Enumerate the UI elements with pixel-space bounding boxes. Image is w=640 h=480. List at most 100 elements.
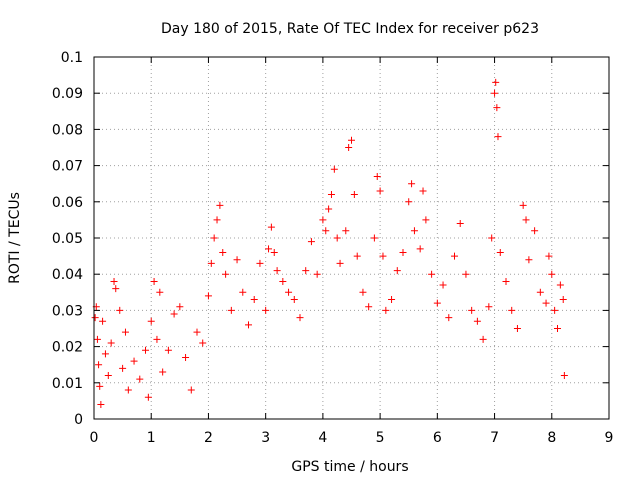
data-point: [348, 136, 355, 144]
x-tick-label: 7: [490, 430, 499, 446]
data-point: [519, 201, 527, 209]
data-point: [101, 350, 109, 358]
data-point: [419, 187, 427, 195]
data-point: [536, 288, 544, 296]
x-tick-label: 3: [261, 430, 270, 446]
data-point: [330, 165, 338, 173]
data-point: [121, 328, 129, 336]
data-point: [210, 234, 218, 242]
x-tick-label: 4: [318, 430, 327, 446]
y-tick-label: 0.03: [52, 303, 83, 319]
data-point: [119, 364, 127, 372]
data-point: [479, 335, 487, 343]
data-point: [112, 285, 120, 293]
data-point: [262, 306, 270, 314]
data-point: [388, 296, 396, 304]
axis-ticks: 0 1 2 3 4 5 6 7 8 9 0 0.01 0.02 0.03 0.04 0.05 0.06 0.07 0…: [52, 50, 614, 446]
x-tick-label: 5: [376, 430, 385, 446]
x-tick-label: 6: [433, 430, 442, 446]
data-point: [91, 314, 99, 322]
data-point: [382, 306, 390, 314]
data-point: [116, 306, 124, 314]
data-point: [473, 317, 481, 325]
y-tick-label: 0.1: [61, 50, 83, 66]
data-point: [542, 299, 550, 307]
data-point: [399, 248, 407, 256]
data-point: [144, 393, 152, 401]
data-point: [513, 325, 521, 332]
data-point: [433, 299, 441, 307]
y-tick-label: 0.08: [52, 122, 83, 138]
data-point: [488, 234, 496, 242]
data-point: [545, 252, 553, 260]
data-point: [93, 335, 101, 343]
data-point: [182, 353, 190, 361]
data-point: [365, 303, 373, 311]
data-point: [159, 368, 167, 376]
data-point: [164, 346, 172, 354]
data-point: [376, 187, 384, 195]
data-point: [270, 248, 278, 256]
x-axis-label: GPS time / hours: [291, 459, 408, 475]
data-point: [451, 252, 458, 260]
data-point: [525, 256, 533, 264]
data-point: [97, 401, 105, 409]
chart-title: Day 180 of 2015, Rate Of TEC Index for r…: [161, 21, 539, 37]
data-point: [142, 346, 149, 354]
data-point: [193, 328, 201, 336]
data-point: [150, 277, 158, 285]
data-point: [345, 144, 353, 151]
data-point: [408, 180, 416, 188]
data-point: [233, 256, 241, 264]
data-point: [302, 267, 310, 275]
data-point: [265, 245, 273, 253]
data-point: [410, 227, 418, 235]
data-point: [416, 245, 424, 253]
data-point: [207, 259, 215, 267]
y-tick-label: 0.05: [52, 231, 83, 247]
x-tick-label: 2: [204, 430, 213, 446]
y-tick-label: 0.06: [52, 195, 83, 211]
data-point: [290, 296, 298, 304]
data-point: [187, 386, 195, 394]
data-point: [279, 277, 287, 285]
data-point: [219, 248, 227, 256]
x-tick-label: 8: [547, 430, 556, 446]
data-point: [199, 339, 207, 347]
data-point: [493, 104, 501, 112]
data-point: [554, 325, 561, 332]
data-point: [296, 314, 304, 322]
data-point: [353, 252, 361, 260]
data-point: [124, 386, 132, 394]
y-tick-label: 0.01: [52, 376, 83, 392]
data-point: [227, 306, 235, 314]
data-point: [379, 252, 387, 260]
data-point: [147, 317, 155, 325]
data-point: [370, 234, 378, 242]
data-point: [239, 288, 247, 296]
x-tick-label: 1: [147, 430, 156, 446]
data-point: [531, 227, 539, 235]
data-point: [130, 357, 138, 365]
data-point: [491, 89, 499, 97]
data-point: [494, 133, 502, 141]
data-point: [548, 270, 556, 278]
data-point: [322, 227, 330, 235]
data-point: [96, 382, 104, 390]
data-point: [405, 198, 413, 206]
data-point: [508, 306, 516, 314]
data-point: [551, 306, 559, 314]
data-point: [468, 306, 476, 314]
data-point: [485, 303, 493, 311]
data-point: [95, 361, 103, 369]
data-point: [267, 223, 275, 231]
y-tick-label: 0.09: [52, 86, 83, 102]
data-point: [285, 288, 293, 296]
data-point: [176, 303, 184, 311]
data-point: [107, 339, 115, 347]
data-point: [393, 267, 401, 275]
data-point: [327, 191, 335, 199]
data-point: [428, 270, 436, 278]
